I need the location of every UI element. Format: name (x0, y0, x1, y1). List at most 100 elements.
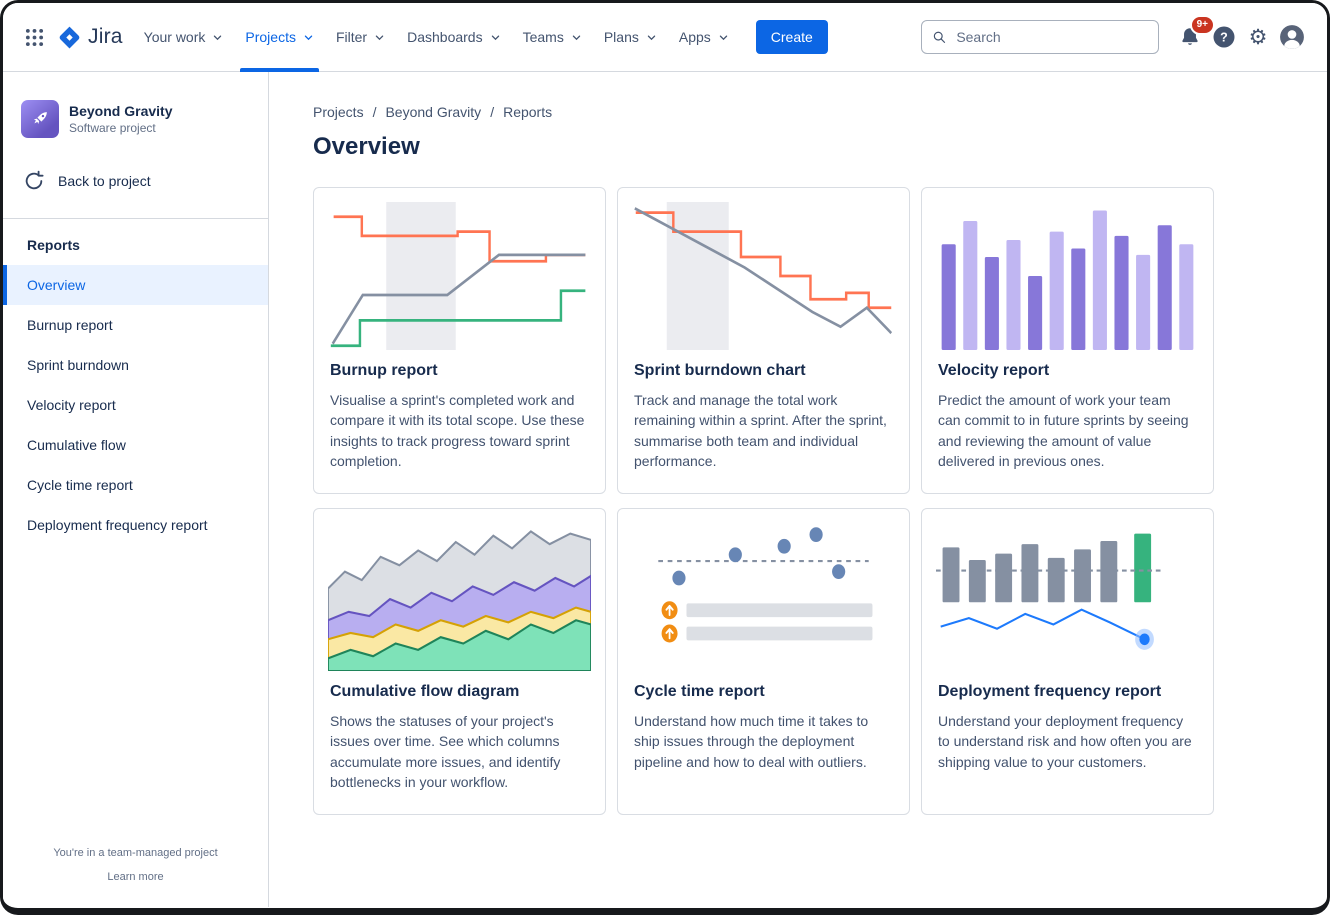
card-title: Velocity report (938, 362, 1050, 379)
report-card-sprint-burndown[interactable]: Sprint burndown chart Track and manage t… (617, 187, 910, 495)
card-description: Understand your deployment frequency to … (938, 713, 1192, 770)
report-cards-grid: Burnup report Visualise a sprint's compl… (313, 187, 1327, 816)
chevron-down-icon (375, 35, 384, 40)
sidebar-item-velocity-report[interactable]: Velocity report (3, 385, 268, 425)
breadcrumb-project-name[interactable]: Beyond Gravity (385, 104, 482, 120)
card-description: Visualise a sprint's completed work and … (330, 392, 585, 469)
jira-logo-text: Jira (88, 25, 123, 48)
help-icon: ? (1213, 26, 1235, 48)
project-name: Beyond Gravity (69, 103, 173, 119)
nav-item-dashboards[interactable]: Dashboards (396, 3, 512, 72)
sidebar-item-overview[interactable]: Overview (3, 265, 268, 305)
navbar-right-section: 9+ ? ⚙ (921, 15, 1309, 54)
report-card-deployment-frequency[interactable]: Deployment frequency report Understand y… (921, 508, 1214, 816)
help-button[interactable]: ? (1207, 20, 1241, 54)
report-card-burnup[interactable]: Burnup report Visualise a sprint's compl… (313, 187, 606, 495)
project-sidebar: Beyond Gravity Software project Back to … (3, 72, 269, 907)
nav-item-filter[interactable]: Filter (325, 3, 396, 72)
notifications-button[interactable]: 9+ (1173, 15, 1215, 54)
sidebar-item-label: Velocity report (27, 397, 116, 413)
nav-item-label: Plans (603, 29, 639, 45)
cycle-time-chart-thumbnail (618, 509, 909, 675)
back-to-project-link[interactable]: Back to project (3, 160, 268, 202)
sidebar-item-deployment-frequency-report[interactable]: Deployment frequency report (3, 505, 268, 545)
sidebar-item-label: Burnup report (27, 317, 113, 333)
nav-item-plans[interactable]: Plans (593, 3, 668, 72)
sidebar-item-sprint-burndown[interactable]: Sprint burndown (3, 345, 268, 385)
nav-item-label: Teams (522, 29, 564, 45)
card-description: Understand how much time it takes to shi… (634, 713, 869, 770)
jira-logo[interactable]: Jira (57, 25, 123, 50)
chevron-down-icon (304, 35, 313, 40)
deployment-frequency-chart-thumbnail (922, 509, 1213, 675)
breadcrumb-separator: / (490, 104, 495, 120)
report-card-cycle-time[interactable]: Cycle time report Understand how much ti… (617, 508, 910, 816)
project-avatar (21, 100, 59, 138)
breadcrumb-projects[interactable]: Projects (313, 104, 364, 120)
learn-more-link[interactable]: Learn more (107, 871, 164, 883)
gear-icon: ⚙ (1248, 25, 1268, 49)
chevron-down-icon (214, 35, 222, 40)
rocket-icon (33, 112, 47, 124)
page-title: Overview (313, 133, 420, 160)
search-box[interactable] (921, 20, 1159, 54)
main-content: Projects / Beyond Gravity / Reports Over… (269, 72, 1327, 907)
sidebar-item-cycle-time-report[interactable]: Cycle time report (3, 465, 268, 505)
chevron-down-icon (647, 35, 656, 40)
card-title: Cycle time report (634, 683, 765, 701)
nav-item-your-work[interactable]: Your work (133, 3, 235, 72)
avatar-icon (1280, 25, 1304, 49)
sidebar-item-cumulative-flow[interactable]: Cumulative flow (3, 425, 268, 465)
breadcrumb-separator: / (372, 104, 377, 120)
breadcrumb-reports[interactable]: Reports (503, 104, 553, 120)
card-title: Cumulative flow diagram (330, 683, 520, 701)
jira-logo-icon (59, 26, 80, 48)
nav-item-apps[interactable]: Apps (668, 3, 740, 72)
sidebar-footer: You're in a team-managed project Learn m… (3, 847, 268, 883)
team-managed-note: You're in a team-managed project (53, 847, 218, 859)
report-card-velocity[interactable]: Velocity report Predict the amount of wo… (921, 187, 1214, 495)
chevron-down-icon (719, 35, 727, 40)
burndown-chart-thumbnail (618, 188, 909, 354)
top-navbar: Jira Your work Projects Filter Dashboard… (3, 3, 1327, 72)
sidebar-item-label: Cumulative flow (27, 437, 126, 453)
nav-item-projects[interactable]: Projects (234, 3, 325, 72)
profile-button[interactable] (1275, 20, 1309, 54)
nav-item-label: Apps (678, 29, 711, 45)
sidebar-item-burnup-report[interactable]: Burnup report (3, 305, 268, 345)
nav-item-label: Dashboards (407, 29, 483, 45)
return-arrow-icon (25, 170, 44, 190)
project-header: Beyond Gravity Software project (3, 94, 268, 142)
burnup-chart-thumbnail (314, 188, 605, 354)
report-card-cumulative-flow[interactable]: Cumulative flow diagram Shows the status… (313, 508, 606, 816)
velocity-chart-thumbnail (922, 188, 1213, 354)
search-icon (933, 31, 946, 43)
nav-item-label: Your work (143, 29, 206, 45)
notification-badge: 9+ (1189, 15, 1215, 35)
settings-button[interactable]: ⚙ (1241, 20, 1275, 54)
chevron-down-icon (491, 35, 499, 40)
nav-item-label: Projects (245, 29, 296, 45)
card-description: Track and manage the total work remainin… (634, 392, 887, 469)
project-type: Software project (69, 121, 156, 135)
card-title: Sprint burndown chart (634, 362, 806, 379)
sidebar-item-label: Overview (27, 277, 86, 293)
breadcrumb: Projects / Beyond Gravity / Reports (313, 104, 1327, 120)
sidebar-section-title: Reports (27, 237, 80, 253)
create-button[interactable]: Create (755, 20, 828, 54)
card-description: Shows the statuses of your project's iss… (330, 713, 561, 791)
back-to-project-label: Back to project (58, 173, 151, 189)
app-switcher-button[interactable] (17, 20, 51, 54)
cumulative-flow-chart-thumbnail (314, 509, 605, 675)
chevron-down-icon (572, 35, 581, 40)
apps-grid-icon (25, 28, 43, 46)
search-input[interactable] (954, 28, 1148, 46)
project-info: Beyond Gravity Software project (69, 103, 172, 135)
sidebar-item-label: Deployment frequency report (27, 517, 208, 533)
window-body: Beyond Gravity Software project Back to … (3, 72, 1327, 907)
card-description: Predict the amount of work your team can… (938, 392, 1189, 469)
nav-item-teams[interactable]: Teams (512, 3, 593, 72)
svg-text:?: ? (1220, 30, 1228, 44)
sidebar-divider (3, 218, 268, 219)
